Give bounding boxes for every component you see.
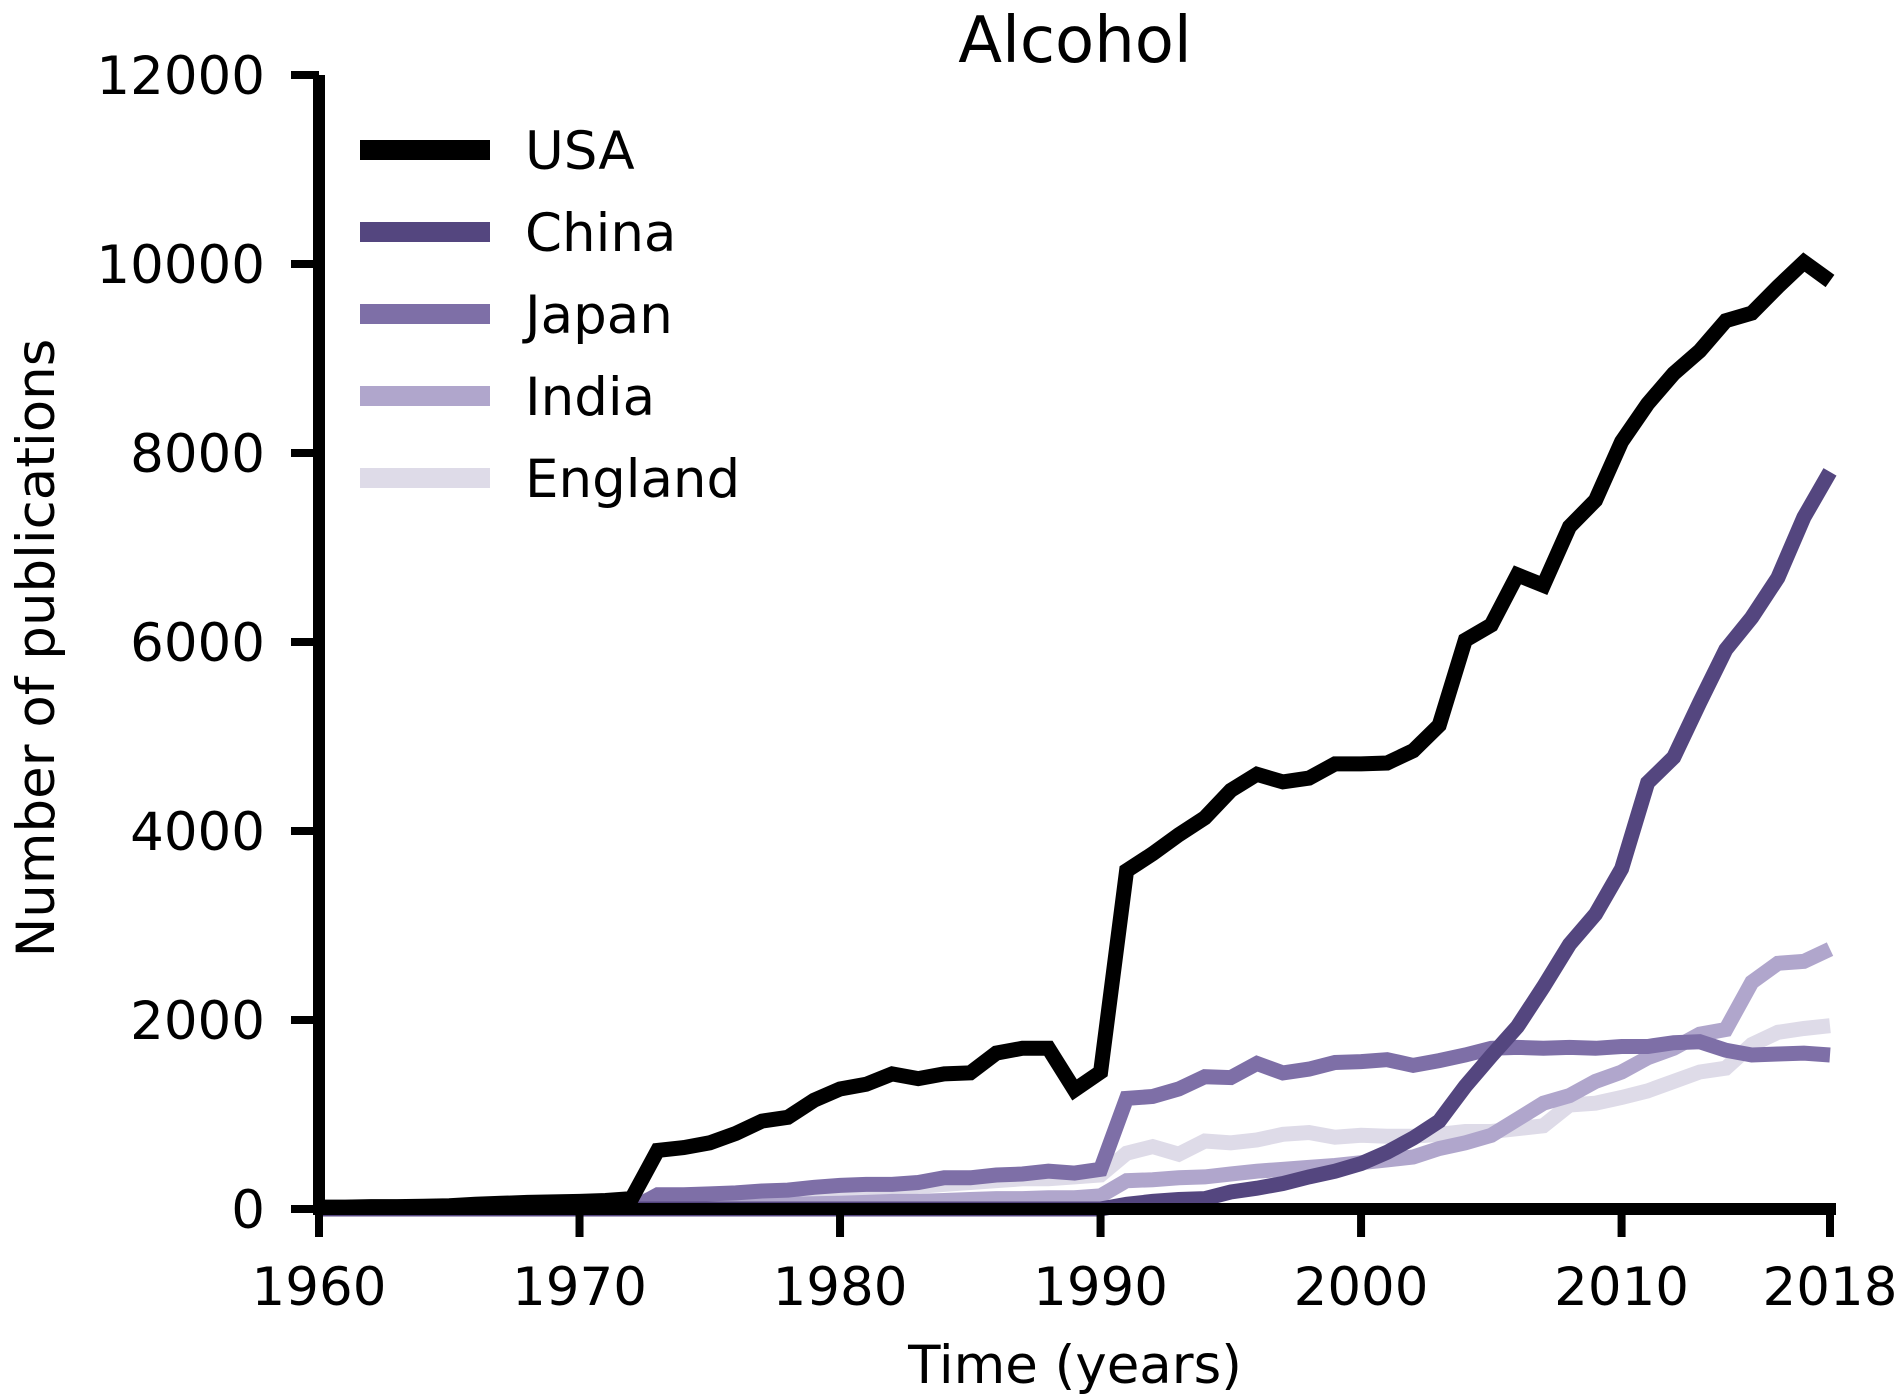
x-tick-label: 1990: [1033, 1257, 1168, 1318]
legend-item-usa: USA: [360, 121, 635, 182]
x-tick-label: 2010: [1554, 1257, 1689, 1318]
legend: USA China Japan India England: [360, 121, 740, 510]
y-tick-label: 6000: [130, 613, 265, 674]
series-line-usa: [319, 252, 1835, 1215]
legend-label: Japan: [522, 285, 673, 346]
legend-item-china: China: [360, 203, 676, 264]
x-axis-title: Time (years): [907, 1335, 1242, 1396]
x-tick-label: 1980: [773, 1257, 908, 1318]
y-axis-title: Number of publications: [6, 339, 67, 958]
y-tick-label: 12000: [96, 46, 265, 107]
y-ticks: 0 2000 4000 6000 8000 10000 12000: [96, 46, 319, 1241]
x-tick-label: 1970: [512, 1257, 647, 1318]
y-tick-label: 4000: [130, 802, 265, 863]
legend-item-japan: Japan: [360, 285, 673, 346]
x-ticks: 1960 1970 1980 1990 2000 2010 2018: [252, 1209, 1898, 1318]
x-tick-label: 1960: [252, 1257, 387, 1318]
y-tick-label: 10000: [96, 235, 265, 296]
y-tick-label: 2000: [130, 991, 265, 1052]
legend-label: USA: [525, 121, 635, 182]
chart-title: Alcohol: [958, 4, 1191, 78]
y-tick-label: 8000: [130, 424, 265, 485]
legend-item-england: England: [360, 449, 740, 510]
legend-item-india: India: [360, 367, 655, 428]
y-tick-label: 0: [231, 1180, 265, 1241]
legend-label: England: [525, 449, 740, 510]
x-tick-label: 2000: [1294, 1257, 1429, 1318]
axes-layer: 0 2000 4000 6000 8000 10000 12000 1960 1970 1980…: [96, 46, 1897, 1318]
x-tick-label: 2018: [1763, 1257, 1898, 1318]
legend-label: China: [525, 203, 676, 264]
legend-label: India: [525, 367, 655, 428]
